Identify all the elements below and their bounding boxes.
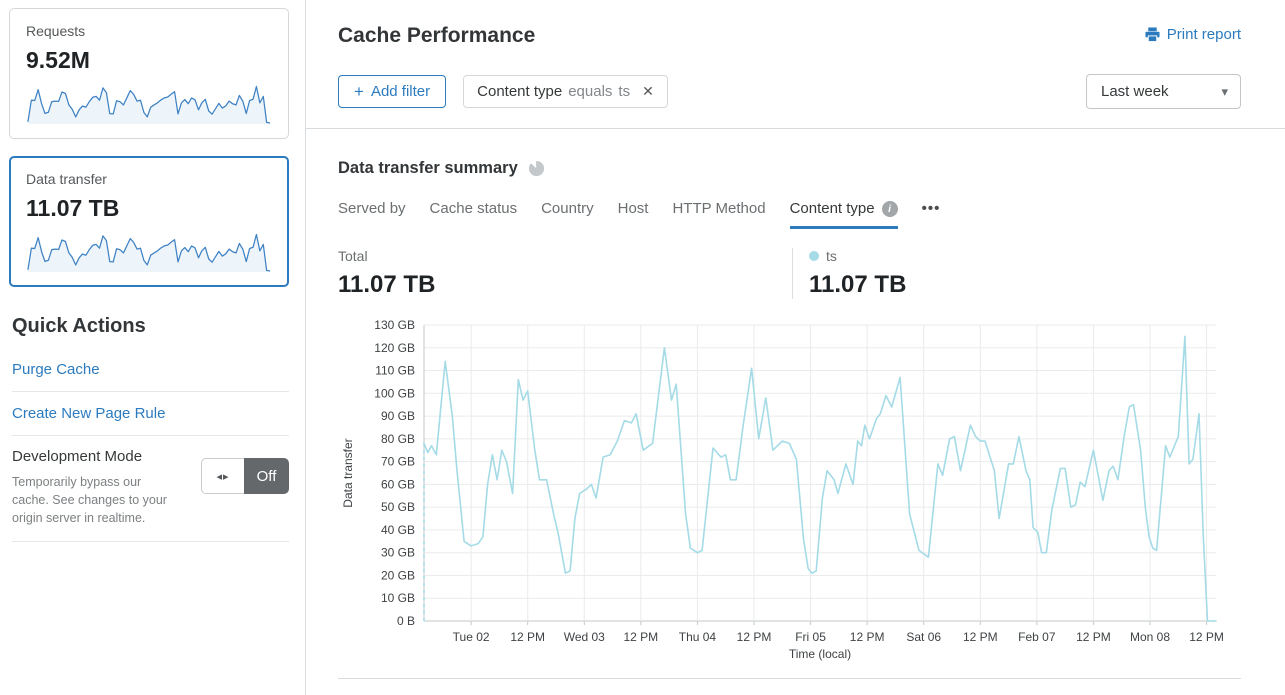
filter-chip-value: ts (618, 83, 631, 100)
quick-actions-title: Quick Actions (12, 315, 146, 337)
time-range-value: Last week (1101, 83, 1169, 100)
svg-text:Time (local): Time (local) (789, 647, 851, 661)
svg-text:70 GB: 70 GB (381, 455, 415, 469)
data-transfer-sparkline (27, 233, 271, 272)
filter-chip-operator: equals (568, 83, 613, 100)
development-mode-title: Development Mode (12, 448, 143, 465)
divider (12, 435, 289, 436)
development-mode-toggle[interactable]: ◂▸ Off (201, 458, 289, 494)
data-transfer-card[interactable]: Data transfer 11.07 TB (9, 156, 289, 287)
divider (12, 391, 289, 392)
svg-text:Wed 03: Wed 03 (564, 630, 605, 644)
add-filter-button[interactable]: + Add filter (338, 75, 447, 108)
svg-text:80 GB: 80 GB (381, 432, 415, 446)
filter-chip-field: Content type (477, 83, 563, 100)
divider (792, 248, 793, 299)
development-mode-section: Development Mode Temporarily bypass our … (9, 436, 289, 541)
svg-text:Fri 05: Fri 05 (795, 630, 826, 644)
filter-chip: Content type equals ts ✕ (463, 75, 668, 108)
svg-text:Mon 08: Mon 08 (1130, 630, 1170, 644)
svg-text:Thu 04: Thu 04 (679, 630, 717, 644)
purge-cache-link[interactable]: Purge Cache (12, 361, 100, 378)
tab-cache-status[interactable]: Cache status (429, 200, 518, 217)
summary-stats: Total 11.07 TB ts 11.07 TB (338, 248, 1241, 299)
time-range-select[interactable]: Last week ▾ (1086, 74, 1241, 109)
chevron-down-icon: ▾ (1221, 83, 1228, 99)
total-value: 11.07 TB (338, 271, 436, 298)
add-filter-label: Add filter (370, 83, 431, 100)
pie-chart-icon (528, 160, 544, 177)
svg-text:0 B: 0 B (397, 614, 415, 628)
svg-text:12 PM: 12 PM (1189, 630, 1224, 644)
tab-served-by[interactable]: Served by (338, 200, 406, 217)
series-value: 11.07 TB (809, 271, 907, 298)
tab-http-method[interactable]: HTTP Method (672, 200, 766, 217)
data-transfer-card-label: Data transfer (26, 171, 107, 187)
more-tabs-button[interactable]: ••• (921, 200, 941, 217)
requests-sparkline (27, 85, 271, 124)
svg-text:100 GB: 100 GB (374, 386, 415, 400)
series-legend-dot (809, 251, 819, 261)
summary-tabs: Served by Cache status Country Host HTTP… (338, 200, 1241, 229)
requests-card-label: Requests (26, 23, 86, 39)
total-label: Total (338, 248, 368, 264)
page-title: Cache Performance (338, 24, 536, 47)
plus-icon: + (354, 82, 364, 101)
data-transfer-summary-panel: Data transfer summary Served by Cache st… (306, 129, 1285, 679)
print-report-label: Print report (1166, 26, 1241, 43)
summary-title: Data transfer summary (338, 159, 518, 177)
svg-text:90 GB: 90 GB (381, 409, 415, 423)
create-page-rule-link[interactable]: Create New Page Rule (12, 405, 166, 422)
svg-text:110 GB: 110 GB (375, 364, 415, 378)
print-report-link[interactable]: Print report (1145, 26, 1241, 43)
svg-text:Sat 06: Sat 06 (906, 630, 941, 644)
toggle-state-label: Off (244, 458, 289, 494)
remove-filter-icon[interactable]: ✕ (642, 83, 654, 99)
svg-text:20 GB: 20 GB (381, 568, 415, 582)
svg-text:Tue 02: Tue 02 (453, 630, 490, 644)
svg-text:12 PM: 12 PM (510, 630, 545, 644)
svg-text:10 GB: 10 GB (381, 591, 415, 605)
tab-country[interactable]: Country (541, 200, 594, 217)
svg-text:120 GB: 120 GB (374, 341, 415, 355)
svg-text:12 PM: 12 PM (963, 630, 998, 644)
divider (12, 541, 289, 543)
svg-text:Data transfer: Data transfer (341, 438, 355, 507)
tab-content-type[interactable]: Content type i (789, 200, 898, 229)
main-content: Cache Performance Print report + Add fil… (306, 0, 1285, 695)
divider (338, 678, 1241, 679)
series-legend: ts (809, 248, 906, 264)
svg-text:Feb 07: Feb 07 (1018, 630, 1056, 644)
data-transfer-chart: 0 B 10 GB 20 GB 30 GB 40 GB 50 GB 60 GB 70 GB 80… (341, 318, 1224, 661)
svg-text:12 PM: 12 PM (737, 630, 772, 644)
svg-text:30 GB: 30 GB (381, 546, 415, 560)
svg-text:40 GB: 40 GB (381, 523, 415, 537)
data-transfer-card-value: 11.07 TB (26, 195, 120, 221)
svg-text:12 PM: 12 PM (850, 630, 885, 644)
svg-text:60 GB: 60 GB (381, 477, 415, 491)
analytics-sidebar: Requests 9.52M Data transfer 11.07 TB Qu… (0, 0, 306, 695)
requests-card-value: 9.52M (26, 47, 90, 73)
svg-text:50 GB: 50 GB (381, 500, 415, 514)
svg-text:12 PM: 12 PM (624, 630, 659, 644)
requests-card[interactable]: Requests 9.52M (9, 8, 289, 139)
toggle-arrows-icon: ◂▸ (201, 458, 244, 494)
tab-host[interactable]: Host (617, 200, 649, 217)
series-legend-label: ts (826, 248, 837, 264)
info-icon: i (881, 200, 898, 217)
printer-icon (1145, 27, 1160, 42)
development-mode-description: Temporarily bypass our cache. See change… (12, 475, 167, 526)
svg-text:12 PM: 12 PM (1076, 630, 1111, 644)
svg-text:130 GB: 130 GB (374, 318, 415, 332)
page-header: Cache Performance Print report + Add fil… (306, 0, 1285, 129)
